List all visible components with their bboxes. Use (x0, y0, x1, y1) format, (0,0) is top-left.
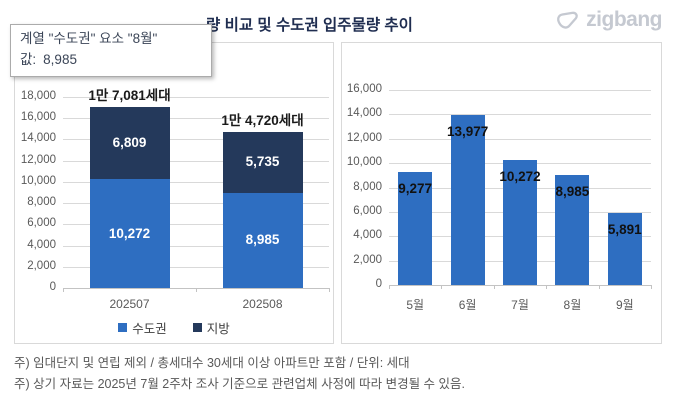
tooltip-value-line: 값: 8,985 (20, 49, 202, 70)
bar-value-label: 8,985 (245, 232, 280, 248)
bar[interactable] (607, 213, 642, 285)
bar-value-label: 10,272 (108, 225, 151, 241)
chart-panel-month-comparison: 0 2,000 4,000 6,000 8,000 10,000 12,000 14,000 1… (14, 42, 334, 344)
grid-line (63, 181, 329, 183)
grid-line (389, 138, 651, 140)
y-axis-tick-label: 4,000 (353, 229, 382, 242)
legend-swatch (192, 323, 202, 332)
x-axis-line (389, 285, 651, 286)
legend-item[interactable]: 수도권 (118, 318, 167, 337)
x-axis-tick (63, 288, 64, 292)
grid-line (63, 203, 329, 205)
y-axis-tick-label: 0 (375, 278, 382, 290)
category-label: 6월 (458, 298, 477, 312)
grid-line (63, 245, 329, 247)
y-axis-tick-label: 0 (49, 281, 56, 293)
category-label: 202508 (242, 297, 283, 311)
zigbang-house-icon (555, 10, 580, 30)
y-axis-tick-label: 16,000 (20, 111, 56, 124)
grid-line (63, 97, 329, 98)
bar[interactable] (450, 114, 485, 285)
legend-swatch (118, 323, 128, 332)
total-value-label: 1만 4,720세대 (221, 112, 304, 128)
chart-tooltip: 계열 "수도권" 요소 "8월" 값: 8,985 (10, 24, 212, 77)
bar-value-label: 9,277 (398, 180, 433, 196)
y-axis-tick-label: 10,000 (346, 156, 382, 169)
y-axis-tick-label: 4,000 (27, 238, 56, 251)
y-axis-tick-label: 8,000 (27, 196, 56, 209)
grid-line (63, 160, 329, 162)
x-axis-tick (196, 288, 197, 292)
x-axis-tick (493, 285, 495, 289)
grid-line (389, 90, 651, 91)
y-axis-tick-label: 12,000 (20, 153, 56, 166)
grid-line (389, 114, 651, 116)
grid-line (63, 266, 329, 268)
tooltip-series-element-text: 계열 "수도권" 요소 "8월" (20, 31, 158, 46)
stacked-bar-segment[interactable] (222, 131, 303, 193)
y-axis-tick-label: 2,000 (353, 253, 382, 266)
x-axis-tick (651, 285, 652, 289)
category-label: 9월 (615, 298, 634, 312)
y-axis-tick-label: 14,000 (20, 132, 56, 145)
category-label: 8월 (563, 298, 582, 312)
chart-panel-capital-trend: 0 2,000 4,000 6,000 8,000 10,000 12,000 14,000 1… (341, 42, 662, 344)
x-axis-tick (598, 285, 600, 289)
x-axis-tick (389, 285, 390, 289)
grid-line (63, 224, 329, 226)
bar-value-label: 5,891 (607, 222, 642, 238)
category-label: 202507 (109, 297, 150, 311)
y-axis-tick-label: 10,000 (20, 174, 56, 187)
legend-item[interactable]: 지방 (192, 318, 230, 337)
stacked-bar-segment[interactable] (89, 106, 170, 179)
zigbang-logo-text: zigbang (586, 8, 662, 31)
y-axis-tick-label: 18,000 (20, 90, 56, 102)
legend-label: 수도권 (132, 322, 167, 336)
category-label: 7월 (511, 298, 529, 312)
stacked-bar-segment[interactable] (222, 192, 303, 288)
bar-value-label: 13,977 (446, 123, 489, 139)
bar[interactable] (503, 159, 537, 285)
legend-label: 지방 (206, 322, 230, 336)
bar-value-label: 8,985 (555, 184, 590, 200)
page-title: 량 비교 및 수도권 입주물량 추이 (206, 17, 413, 34)
y-axis-tick-label: 6,000 (27, 217, 56, 230)
zigbang-logo: zigbang (555, 8, 662, 32)
bar-value-label: 6,809 (112, 134, 147, 150)
category-label: 5월 (406, 298, 425, 312)
y-axis-tick-label: 12,000 (346, 131, 382, 144)
chart-legend: 수도권 지방 (15, 318, 333, 337)
x-axis-tick (329, 288, 330, 292)
stacked-bar-segment[interactable] (89, 179, 170, 288)
grid-line (63, 139, 329, 141)
grid-line (63, 118, 329, 120)
x-axis-tick (546, 285, 548, 289)
y-axis-tick-label: 16,000 (346, 83, 382, 95)
bar[interactable] (555, 175, 590, 285)
bar[interactable] (398, 171, 433, 285)
y-axis-tick-label: 8,000 (353, 180, 382, 193)
x-axis-tick (441, 285, 443, 289)
bar-value-label: 10,272 (499, 168, 541, 184)
y-axis-tick-label: 6,000 (353, 204, 382, 217)
y-axis-tick-label: 14,000 (346, 107, 382, 120)
bar-value-label: 5,735 (245, 154, 280, 170)
tooltip-value-number: 8,985 (43, 52, 77, 67)
footnote-2: 주) 상기 자료는 2025년 7월 2주차 조사 기준으로 관련업체 사정에 … (14, 377, 465, 391)
y-axis-tick-label: 2,000 (27, 259, 56, 272)
total-value-label: 1만 7,081세대 (88, 87, 171, 103)
tooltip-value-label: 값: (20, 52, 37, 67)
footnote-1: 주) 임대단지 및 연립 제외 / 총세대수 30세대 이상 아파트만 포함 /… (14, 356, 410, 370)
